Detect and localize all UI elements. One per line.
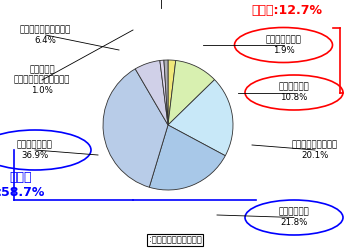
Wedge shape	[168, 60, 215, 125]
Wedge shape	[135, 60, 168, 125]
Text: 大きく増加した
1.9%: 大きく増加した 1.9%	[266, 35, 301, 55]
Text: 大きく減少した
36.9%: 大きく減少した 36.9%	[17, 140, 53, 160]
Wedge shape	[168, 60, 176, 125]
Wedge shape	[149, 125, 225, 190]
Wedge shape	[103, 69, 168, 187]
Wedge shape	[168, 80, 233, 156]
Text: 増加派:12.7%: 増加派:12.7%	[252, 4, 322, 16]
Text: ほとんど変わらない
20.1%: ほとんど変わらない 20.1%	[292, 140, 338, 160]
Text: :ネット証券利用経験者: :ネット証券利用経験者	[149, 236, 201, 244]
Text: 少し減少した
21.8%: 少し減少した 21.8%	[279, 208, 309, 227]
Wedge shape	[164, 60, 168, 125]
Wedge shape	[160, 60, 168, 125]
Text: 現在は購入していない
6.4%: 現在は購入していない 6.4%	[20, 25, 71, 45]
Text: 一年前には
まだ購入していなかった
1.0%: 一年前には まだ購入していなかった 1.0%	[14, 65, 70, 95]
Text: 少し増加した
10.8%: 少し増加した 10.8%	[279, 83, 309, 102]
Text: 減少派
:58.7%: 減少派 :58.7%	[0, 171, 45, 199]
